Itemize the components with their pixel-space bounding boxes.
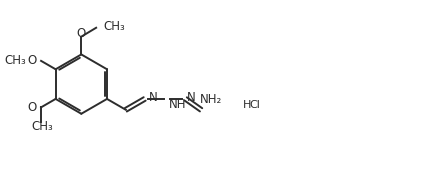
Text: H: H — [242, 100, 251, 110]
Text: N: N — [149, 92, 158, 105]
Text: CH₃: CH₃ — [103, 20, 125, 33]
Text: O: O — [27, 54, 36, 67]
Text: CH₃: CH₃ — [4, 54, 26, 67]
Text: NH₂: NH₂ — [200, 93, 222, 106]
Text: Cl: Cl — [250, 100, 260, 110]
Text: CH₃: CH₃ — [31, 120, 53, 133]
Text: NH: NH — [169, 98, 186, 111]
Text: N: N — [187, 92, 196, 105]
Text: O: O — [76, 27, 85, 40]
Text: O: O — [27, 101, 36, 114]
